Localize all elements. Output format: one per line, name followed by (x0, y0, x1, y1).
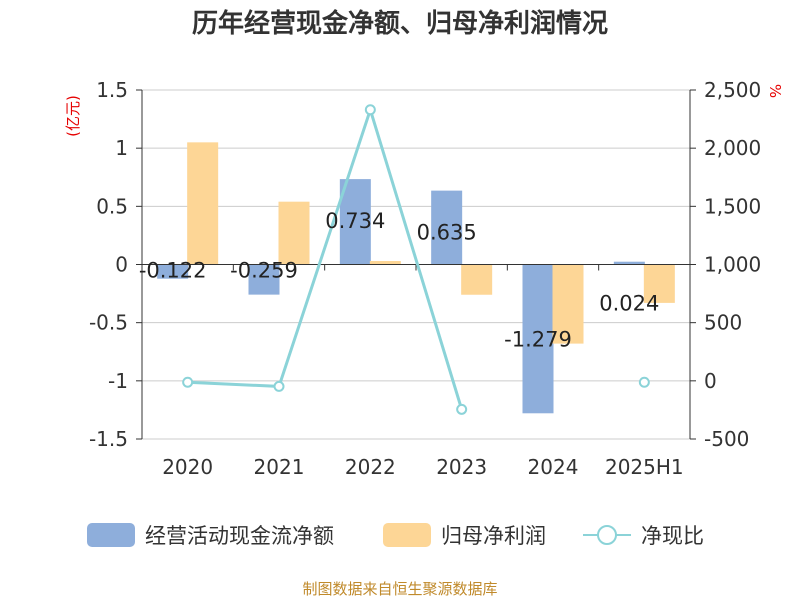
profit-bar (552, 264, 584, 344)
ratio-point (182, 376, 194, 388)
cashflow-bar (522, 264, 554, 414)
legend-label-ratio: 净现比 (641, 524, 704, 548)
profit-bar (643, 264, 675, 303)
cashflow-data-label: -0.259 (230, 259, 298, 283)
cashflow-data-label: 0.635 (417, 221, 477, 245)
left-tick-label: 1 (115, 136, 128, 160)
right-tick-label: 2,000 (704, 136, 761, 160)
left-tick-label: -1.5 (89, 427, 128, 451)
cashflow-data-label: 0.734 (325, 209, 385, 233)
cashflow-data-label: 0.024 (599, 292, 659, 316)
x-tick-label: 2025H1 (605, 455, 684, 479)
right-tick-label: 2,500 (704, 78, 761, 102)
ratio-point (456, 403, 468, 415)
ratio-line (182, 104, 650, 415)
legend: 经营活动现金流净额 归母净利润 净现比 (87, 523, 704, 548)
right-tick-label: 1,000 (704, 253, 761, 277)
ratio-point (638, 376, 650, 388)
x-tick-label: 2022 (345, 455, 396, 479)
bars (157, 142, 675, 414)
right-tick-label: 0 (704, 369, 717, 393)
cashflow-bar (248, 264, 280, 295)
legend-swatch-profit (383, 523, 431, 547)
legend-label-profit: 归母净利润 (441, 524, 546, 548)
left-tick-label: -1 (108, 369, 128, 393)
ratio-point (273, 380, 285, 392)
left-tick-label: 0.5 (96, 194, 128, 218)
right-tick-label: 1,500 (704, 194, 761, 218)
x-tick-label: 2020 (162, 455, 213, 479)
profit-bar (278, 201, 310, 265)
left-axis-unit: (亿元) (64, 95, 82, 137)
source-note: 制图数据来自恒生聚源数据库 (302, 580, 497, 598)
data-labels: -0.122 -0.259 0.734 0.635 -1.279 0.024 (139, 209, 660, 351)
x-tick-label: 2024 (528, 455, 579, 479)
right-axis-unit: % (766, 84, 784, 98)
cashflow-bar (339, 179, 371, 265)
left-tick-label: -0.5 (89, 311, 128, 335)
axes: 1.5 1 0.5 0 -0.5 -1 -1.5 2,500 2,000 1,500 1,000 50… (89, 78, 761, 479)
cashflow-data-label: -1.279 (504, 327, 572, 351)
legend-label-cashflow: 经营活动现金流净额 (145, 524, 334, 548)
profit-bar (369, 261, 401, 265)
x-tick-label: 2021 (254, 455, 305, 479)
x-tick-label: 2023 (436, 455, 487, 479)
legend-swatch-cashflow (87, 523, 135, 547)
profit-bar (461, 264, 493, 295)
right-tick-label: -500 (704, 427, 749, 451)
cashflow-bar (157, 264, 189, 279)
left-tick-label: 1.5 (96, 78, 128, 102)
cashflow-data-label: -0.122 (139, 259, 207, 283)
cashflow-bar (613, 261, 645, 265)
cashflow-bar (431, 190, 463, 265)
left-tick-label: 0 (115, 253, 128, 277)
chart-title: 历年经营现金净额、归母净利润情况 (192, 8, 608, 39)
legend-marker-ratio (597, 525, 617, 545)
profit-bar (187, 142, 219, 265)
right-tick-label: 500 (704, 311, 742, 335)
ratio-line-segment (187, 104, 464, 410)
ratio-point (364, 104, 376, 116)
